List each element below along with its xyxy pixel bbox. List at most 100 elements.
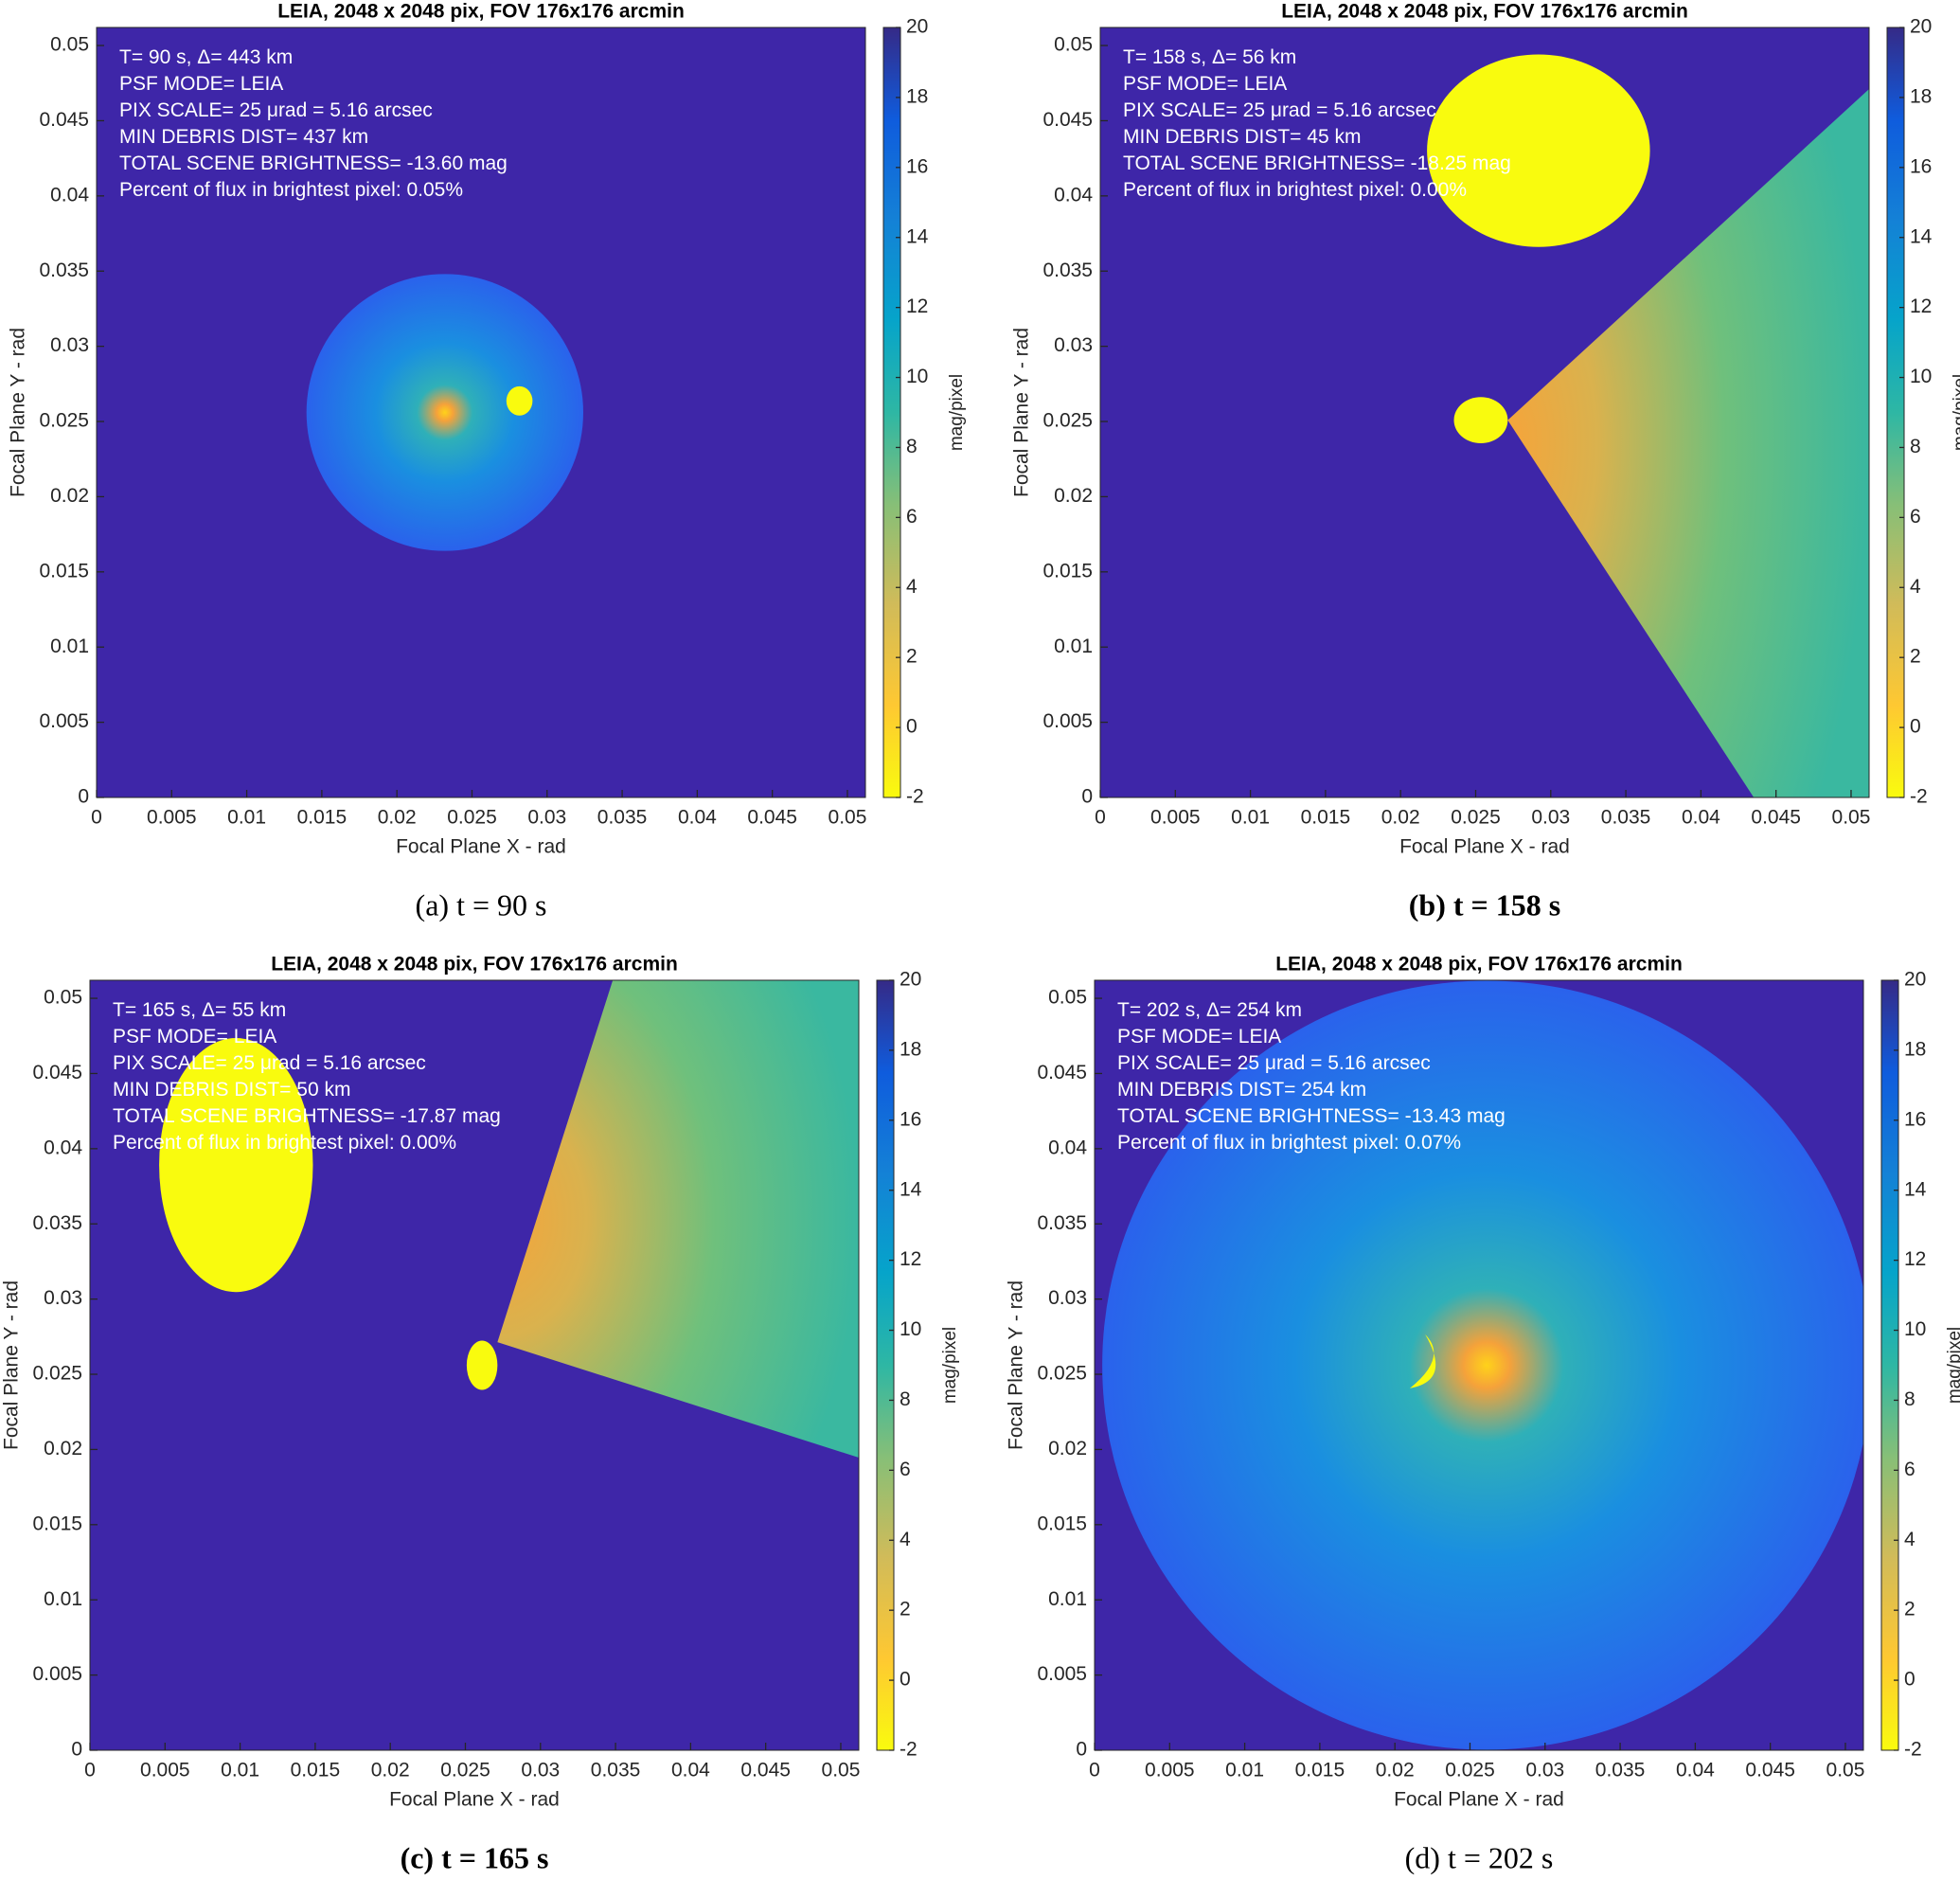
y-tick-label: 0.04 (44, 1137, 82, 1158)
colorbar-tick-label: 20 (1904, 969, 1926, 991)
x-axis-label: Focal Plane X - rad (1394, 1789, 1564, 1811)
chart-title: LEIA, 2048 x 2048 pix, FOV 176x176 arcmi… (277, 1, 685, 23)
x-tick-label: 0.025 (447, 807, 497, 829)
colorbar-tick-label: 12 (906, 295, 928, 317)
annotation: Percent of flux in brightest pixel: 0.00… (1123, 179, 1467, 201)
y-tick-label: 0.05 (1048, 987, 1087, 1009)
x-tick-label: 0.025 (1451, 807, 1501, 829)
colorbar-tick-label: 8 (1910, 436, 1921, 457)
caption: (c) t = 165 s (401, 1840, 549, 1874)
x-tick-label: 0.045 (1751, 807, 1801, 829)
caption: (b) t = 158 s (1409, 887, 1560, 922)
x-tick-label: 0.01 (227, 807, 266, 829)
colorbar-tick-label: -2 (900, 1739, 918, 1761)
colorbar-tick-label: 16 (1910, 155, 1932, 177)
x-tick-label: 0.035 (597, 807, 648, 829)
x-tick-label: 0.045 (747, 807, 797, 829)
colorbar-tick-label: 8 (1904, 1388, 1915, 1410)
y-tick-label: 0.04 (50, 184, 89, 206)
colorbar-tick-label: 2 (1910, 646, 1921, 668)
y-tick-label: 0.005 (32, 1663, 82, 1685)
colorbar-tick-label: 18 (906, 85, 928, 107)
colorbar-label: mag/pixel (1951, 374, 1960, 451)
caption: (a) t = 90 s (416, 887, 547, 922)
x-tick-label: 0.015 (1301, 807, 1351, 829)
colorbar-tick-label: 10 (906, 366, 928, 387)
colorbar-tick-label: 2 (1904, 1599, 1915, 1620)
annotation: T= 158 s, Δ= 56 km (1123, 46, 1296, 68)
colorbar-tick-label: 20 (906, 16, 928, 38)
y-tick-label: 0.025 (1042, 410, 1093, 432)
y-tick-label: 0 (78, 786, 89, 808)
y-tick-label: 0.01 (1048, 1588, 1087, 1610)
colorbar-tick-label: 6 (1910, 506, 1921, 528)
colorbar-tick-label: 18 (1910, 85, 1932, 107)
annotation: MIN DEBRIS DIST= 254 km (1117, 1079, 1366, 1101)
annotation: TOTAL SCENE BRIGHTNESS= -13.60 mag (119, 152, 508, 174)
y-tick-label: 0.03 (1048, 1287, 1087, 1309)
colorbar-tick-label: 6 (900, 1459, 911, 1480)
colorbar-tick-label: 18 (1904, 1038, 1926, 1060)
colorbar-tick-label: 18 (900, 1038, 921, 1060)
x-tick-label: 0.01 (1225, 1760, 1264, 1782)
annotation: MIN DEBRIS DIST= 437 km (119, 126, 368, 148)
annotation: T= 165 s, Δ= 55 km (113, 999, 286, 1021)
y-tick-label: 0.05 (50, 34, 89, 56)
colorbar (876, 979, 895, 1751)
x-tick-label: 0.005 (1150, 807, 1201, 829)
colorbar-label: mag/pixel (940, 1327, 960, 1404)
colorbar-tick-label: 14 (1910, 225, 1933, 247)
object (1409, 1334, 1436, 1388)
colorbar-tick-label: 8 (906, 436, 918, 457)
axes-box (96, 27, 866, 798)
x-tick-label: 0 (1095, 807, 1106, 829)
colorbar-tick-label: 0 (906, 716, 918, 738)
y-tick-label: 0.045 (1037, 1062, 1087, 1083)
object (159, 1037, 313, 1293)
y-tick-label: 0.015 (39, 560, 89, 582)
x-tick-label: 0.02 (378, 807, 417, 829)
x-tick-label: 0.015 (297, 807, 347, 829)
y-tick-label: 0.045 (1042, 109, 1093, 131)
annotation: PSF MODE= LEIA (119, 73, 283, 95)
y-tick-label: 0.045 (39, 109, 89, 131)
x-tick-label: 0.03 (1525, 1760, 1564, 1782)
colorbar-tick-label: -2 (1904, 1739, 1922, 1761)
annotation: MIN DEBRIS DIST= 45 km (1123, 126, 1361, 148)
y-tick-label: 0.035 (39, 260, 89, 281)
x-tick-label: 0.02 (1381, 807, 1420, 829)
colorbar-tick-label: 10 (1910, 366, 1932, 387)
colorbar-tick-label: -2 (1910, 786, 1928, 808)
x-tick-label: 0.05 (829, 807, 867, 829)
y-tick-label: 0.005 (1037, 1663, 1087, 1685)
x-tick-label: 0.03 (527, 807, 566, 829)
colorbar-tick-label: 4 (1910, 576, 1921, 598)
annotation: MIN DEBRIS DIST= 50 km (113, 1079, 350, 1101)
object (506, 385, 533, 416)
y-tick-label: 0 (71, 1739, 82, 1761)
x-tick-label: 0.03 (521, 1760, 560, 1782)
x-tick-label: 0.015 (1295, 1760, 1345, 1782)
annotation: PIX SCALE= 25 μrad = 5.16 arcsec (1117, 1052, 1431, 1074)
annotation: PIX SCALE= 25 μrad = 5.16 arcsec (1123, 99, 1436, 121)
axes-box (1099, 27, 1870, 798)
colorbar-label: mag/pixel (1945, 1327, 1960, 1404)
plot-area (1095, 980, 1863, 1750)
x-tick-label: 0.05 (1826, 1760, 1865, 1782)
x-tick-label: 0.04 (1676, 1760, 1715, 1782)
x-tick-label: 0.045 (1745, 1760, 1795, 1782)
annotation: Percent of flux in brightest pixel: 0.00… (113, 1132, 456, 1154)
y-tick-label: 0.02 (44, 1438, 82, 1459)
x-tick-label: 0.015 (291, 1760, 341, 1782)
annotation: T= 90 s, Δ= 443 km (119, 46, 293, 68)
x-tick-label: 0.035 (1595, 1760, 1646, 1782)
y-tick-label: 0.03 (50, 334, 89, 356)
colorbar-tick-label: 4 (900, 1529, 911, 1550)
colorbar-tick-label: 14 (1904, 1178, 1927, 1200)
y-axis-label: Focal Plane Y - rad (1, 1280, 23, 1450)
annotation: T= 202 s, Δ= 254 km (1117, 999, 1302, 1021)
colorbar-tick-label: 16 (906, 155, 928, 177)
y-tick-label: 0.03 (44, 1287, 82, 1309)
x-tick-label: 0.025 (1445, 1760, 1495, 1782)
y-tick-label: 0 (1076, 1739, 1087, 1761)
